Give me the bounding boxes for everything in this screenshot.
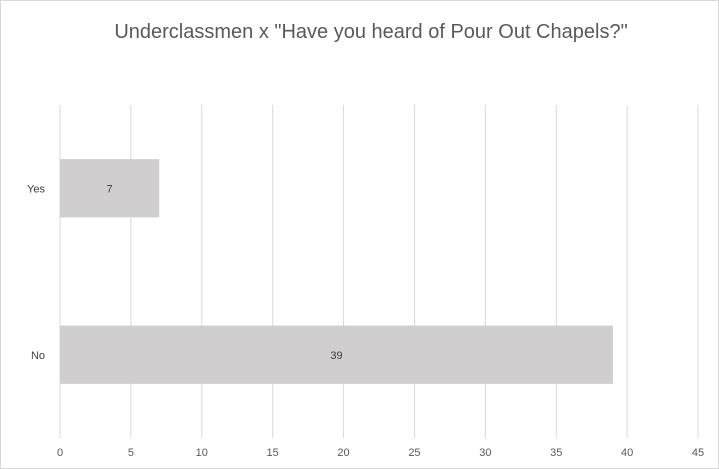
x-tick-label: 20 — [337, 447, 349, 459]
x-tick-label: 30 — [479, 447, 491, 459]
category-label: Yes — [27, 183, 45, 195]
x-tick-label: 45 — [692, 447, 704, 459]
x-tick-label: 35 — [550, 447, 562, 459]
data-label: 39 — [330, 350, 342, 362]
x-tick-label: 0 — [57, 447, 63, 459]
x-tick-label: 15 — [267, 447, 279, 459]
category-label: No — [31, 350, 45, 362]
x-tick-label: 40 — [621, 447, 633, 459]
x-tick-label: 10 — [196, 447, 208, 459]
bar — [60, 159, 160, 218]
bar — [60, 325, 613, 384]
x-tick-label: 5 — [128, 447, 134, 459]
data-label: 7 — [107, 183, 113, 195]
chart-title: Underclassmen x "Have you heard of Pour … — [114, 21, 628, 43]
x-tick-label: 25 — [408, 447, 420, 459]
